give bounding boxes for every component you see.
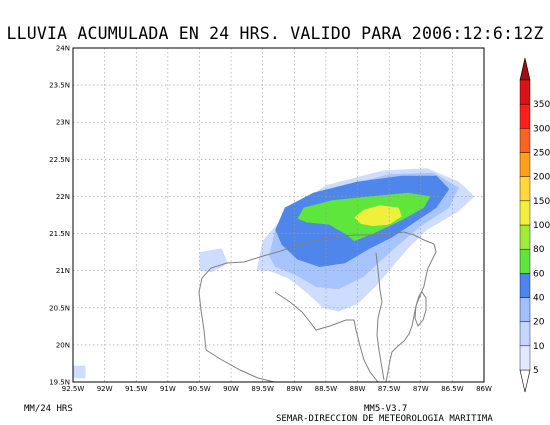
colorbar-swatch-100 [519,200,531,226]
colorbar-label-150: 150 [533,197,550,207]
colorbar-label-250: 250 [533,149,550,159]
rain-region-5mm-2 [73,365,86,379]
colorbar-swatch-40 [519,273,531,298]
state-border-east [375,252,385,381]
axis-tick-labels: 92.5W 92W 91.5W 91W 90.5W 90W 89.5W 89W 88.5W 88W… [49,45,492,394]
lon-tick-label: 89.5W [251,385,274,393]
rain-region-60mm-6 [354,205,402,227]
colorbar-min-arrow [519,369,531,393]
credit-label: SEMAR-DIRECCION DE METEOROLOGIA MARITIMA [276,414,493,424]
lon-tick-label: 87W [413,385,429,393]
rain-region-5mm-1 [199,248,228,273]
yucatan-coastline [198,231,437,383]
colorbar-label-10: 10 [533,342,545,352]
lon-tick-label: 89W [286,385,302,393]
color-scale-legend: 5 10 20 40 60 80 100 150 200 250 300 350 [519,57,550,393]
rainfall-contours [73,168,475,379]
colorbar-swatch-350 [519,79,531,105]
lat-tick-label: 20N [56,341,70,349]
lon-tick-label: 91W [160,385,176,393]
state-border-west [274,291,379,383]
colorbar-swatch-150 [519,176,531,202]
lat-tick-label: 21.5N [49,230,70,238]
lon-tick-label: 86.5W [441,385,464,393]
lon-tick-label: 87.5W [378,385,401,393]
state-border-south [205,349,275,383]
colorbar-max-arrow [519,57,531,81]
cozumel-island [414,291,427,327]
colorbar-swatch-5 [519,345,531,371]
lat-tick-label: 21N [56,267,70,275]
lon-tick-label: 88W [350,385,366,393]
colorbar-swatch-80 [519,224,531,250]
colorbar-label-200: 200 [533,173,550,183]
lat-tick-label: 19.5N [49,379,70,387]
colorbar-swatch-60 [519,248,531,274]
colorbar-label-80: 80 [533,245,545,255]
lon-tick-label: 92.5W [62,385,85,393]
colorbar-label-20: 20 [533,318,545,328]
lon-tick-label: 90W [223,385,239,393]
lat-tick-label: 22.5N [49,156,70,164]
colorbar-label-300: 300 [533,124,550,134]
model-label: MM5-V3.7 [364,404,408,414]
colorbar-label-40: 40 [533,294,545,304]
colorbar-swatch-20 [519,297,531,322]
lon-tick-label: 92W [97,385,113,393]
lat-tick-label: 24N [56,45,70,53]
colorbar-label-5: 5 [533,366,539,376]
coastline [198,231,437,383]
colorbar-swatch-250 [519,128,531,153]
units-label: MM/24 HRS [24,404,73,414]
lat-tick-label: 22N [56,193,70,201]
colorbar-swatch-300 [519,103,531,129]
colorbar-swatch-10 [519,321,531,347]
colorbar-swatch-200 [519,152,531,177]
colorbar-label-350: 350 [533,100,550,110]
lat-tick-label: 20.5N [49,304,70,312]
lon-tick-label: 88.5W [315,385,338,393]
lon-tick-label: 86W [476,385,492,393]
map-frame [72,47,485,383]
map-title: LLUVIA ACUMULADA EN 24 HRS. VALIDO PARA … [6,24,544,43]
colorbar-label-60: 60 [533,269,545,279]
lon-tick-label: 90.5W [188,385,211,393]
lat-tick-label: 23.5N [49,82,70,90]
colorbar-label-100: 100 [533,221,550,231]
lat-tick-label: 23N [56,119,70,127]
lon-tick-label: 91.5W [125,385,148,393]
